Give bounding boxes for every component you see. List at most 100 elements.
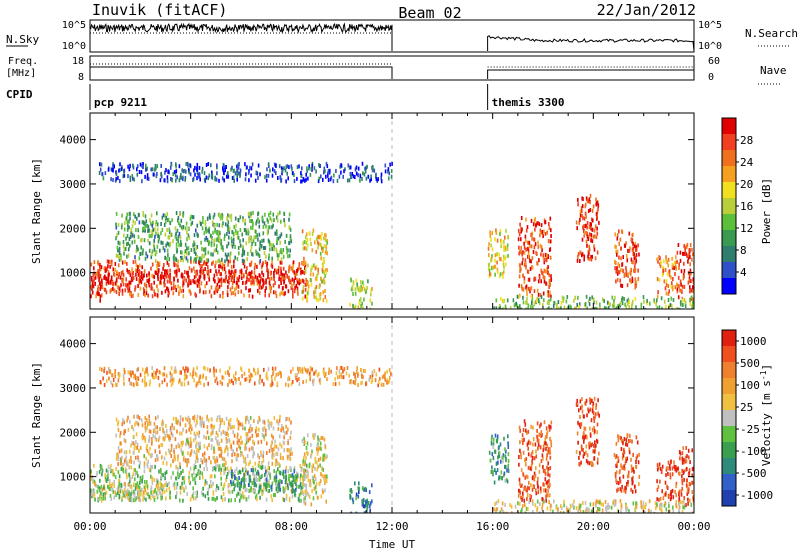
scatter-cell bbox=[120, 441, 122, 446]
scatter-cell bbox=[656, 306, 659, 309]
scatter-cell bbox=[222, 294, 224, 299]
scatter-cell bbox=[128, 472, 130, 477]
scatter-cell bbox=[156, 454, 158, 458]
scatter-cell bbox=[126, 492, 129, 497]
scatter-cell bbox=[286, 454, 289, 459]
scatter-cell bbox=[215, 430, 218, 435]
scatter-cell bbox=[218, 428, 221, 432]
scatter-cell bbox=[542, 253, 545, 258]
scatter-cell bbox=[234, 476, 236, 481]
scatter-cell bbox=[625, 241, 627, 246]
scatter-cell bbox=[142, 213, 145, 218]
scatter-cell bbox=[259, 487, 262, 492]
scatter-cell bbox=[296, 277, 298, 282]
scatter-cell bbox=[124, 484, 127, 489]
scatter-cell bbox=[206, 216, 209, 221]
scatter-cell bbox=[562, 298, 564, 303]
scatter-cell bbox=[253, 478, 255, 483]
scatter-cell bbox=[120, 467, 123, 471]
scatter-cell bbox=[178, 231, 181, 236]
scatter-cell bbox=[356, 285, 359, 290]
scatter-cell bbox=[288, 212, 291, 217]
scatter-cell bbox=[215, 487, 217, 492]
scatter-cell bbox=[306, 293, 308, 298]
scatter-cell bbox=[388, 171, 390, 176]
scatter-cell bbox=[258, 254, 261, 258]
scatter-cell bbox=[506, 479, 509, 484]
scatter-cell bbox=[194, 481, 197, 485]
scatter-cell bbox=[221, 213, 223, 217]
scatter-cell bbox=[160, 164, 162, 168]
scatter-cell bbox=[629, 246, 631, 251]
scatter-cell bbox=[689, 243, 692, 248]
scatter-cell bbox=[196, 254, 198, 259]
scatter-cell bbox=[532, 222, 535, 227]
scatter-cell bbox=[588, 244, 590, 249]
scatter-cell bbox=[166, 175, 169, 180]
scatter-cell bbox=[234, 245, 236, 249]
scatter-cell bbox=[231, 230, 233, 234]
scatter-cell bbox=[260, 439, 263, 444]
scatter-cell bbox=[371, 286, 373, 291]
scatter-cell bbox=[316, 467, 318, 472]
scatter-cell bbox=[226, 289, 229, 294]
scatter-cell bbox=[203, 382, 205, 387]
scatter-cell bbox=[627, 297, 630, 302]
scatter-cell bbox=[141, 271, 143, 276]
scatter-cell bbox=[153, 244, 155, 249]
scatter-cell bbox=[145, 491, 148, 496]
scatter-cell bbox=[237, 165, 240, 170]
scatter-cell bbox=[208, 277, 211, 282]
scatter-cell bbox=[178, 475, 180, 480]
scatter-cell bbox=[525, 247, 527, 252]
scatter-cell bbox=[147, 422, 149, 427]
scatter-cell bbox=[502, 459, 504, 464]
scatter-cell bbox=[99, 266, 102, 271]
scatter-cell bbox=[207, 162, 210, 166]
scatter-cell bbox=[293, 469, 296, 474]
scatter-cell bbox=[113, 271, 115, 276]
scatter-cell bbox=[117, 446, 120, 450]
scatter-cell bbox=[238, 162, 240, 166]
scatter-cell bbox=[315, 249, 318, 254]
scatter-cell bbox=[161, 380, 164, 385]
scatter-cell bbox=[270, 383, 273, 388]
scatter-cell bbox=[141, 220, 144, 225]
scatter-cell bbox=[156, 244, 159, 249]
scatter-cell bbox=[184, 169, 186, 174]
scatter-cell bbox=[105, 379, 108, 384]
scatter-cell bbox=[616, 277, 619, 282]
scatter-cell bbox=[199, 288, 201, 293]
scatter-cell bbox=[309, 172, 312, 177]
scatter-cell bbox=[538, 438, 540, 443]
scatter-cell bbox=[527, 246, 529, 251]
scatter-cell bbox=[191, 215, 194, 220]
scatter-cell bbox=[151, 167, 154, 172]
scatter-cell bbox=[549, 482, 551, 487]
scatter-cell bbox=[593, 228, 596, 233]
scatter-cell bbox=[287, 476, 290, 481]
scatter-cell bbox=[304, 178, 306, 183]
scatter-cell bbox=[170, 375, 172, 380]
scatter-cell bbox=[103, 369, 105, 373]
scatter-cell bbox=[677, 284, 679, 288]
scatter-cell bbox=[138, 485, 141, 490]
scatter-cell bbox=[126, 227, 129, 232]
scatter-cell bbox=[293, 476, 296, 480]
scatter-cell bbox=[127, 370, 130, 375]
scatter-cell bbox=[143, 221, 145, 226]
scatter-cell bbox=[169, 268, 171, 273]
scatter-cell bbox=[108, 376, 110, 381]
scatter-cell bbox=[200, 221, 202, 226]
scatter-cell bbox=[595, 197, 597, 202]
scatter-cell bbox=[123, 493, 125, 498]
scatter-cell bbox=[160, 273, 163, 278]
scatter-cell bbox=[246, 487, 248, 492]
scatter-cell bbox=[169, 378, 172, 383]
scatter-cell bbox=[248, 447, 251, 452]
scatter-cell bbox=[136, 167, 138, 172]
scatter-cell bbox=[522, 287, 524, 292]
scatter-cell bbox=[561, 295, 564, 300]
scatter-cell bbox=[251, 270, 253, 275]
scatter-cell bbox=[258, 219, 260, 224]
